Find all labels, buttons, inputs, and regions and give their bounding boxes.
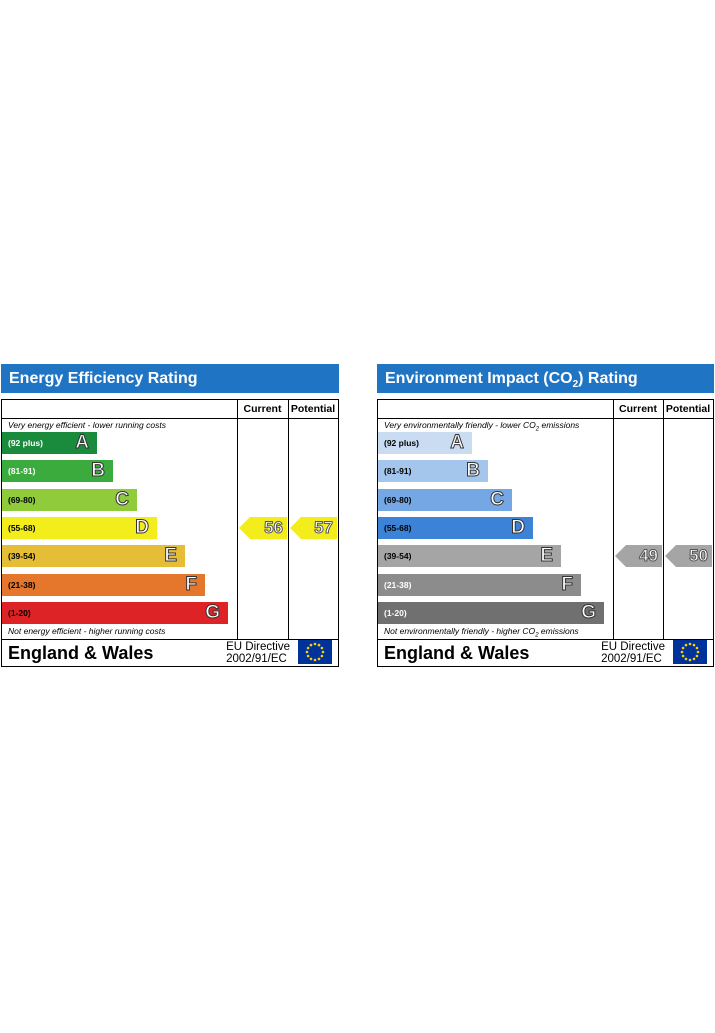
- note-bottom: Not environmentally friendly - higher CO…: [384, 626, 579, 639]
- rating-arrow-shape: [290, 517, 337, 539]
- column-header-current: Current: [243, 403, 282, 415]
- environment-impact-chart: Environment Impact (CO2) Rating Current Po…: [377, 364, 714, 667]
- band-letter: F: [561, 574, 574, 596]
- eu-flag-icon: [673, 640, 707, 664]
- band-c: (69-80) C: [378, 489, 512, 511]
- band-letter: D: [511, 517, 526, 539]
- band-b: (81-91) B: [2, 460, 113, 482]
- column-divider: [663, 400, 664, 640]
- band-c: (69-80) C: [2, 489, 137, 511]
- rating-arrow-shape: [615, 545, 662, 567]
- column-divider: [288, 400, 289, 640]
- header-divider: [2, 418, 338, 419]
- band-letter: B: [91, 460, 106, 482]
- rating-value-potential: 50: [689, 546, 709, 566]
- footer-region: England & Wales: [8, 643, 154, 663]
- column-header-potential: Potential: [290, 403, 336, 415]
- band-range-label: (39-54): [384, 551, 412, 561]
- column-header-current: Current: [619, 403, 657, 415]
- eu-flag-icon: [298, 640, 332, 664]
- footer-divider: [378, 639, 713, 640]
- band-e: (39-54) E: [2, 545, 185, 567]
- band-d: (55-68) D: [378, 517, 533, 539]
- rating-arrow-current: 56: [239, 517, 287, 539]
- band-letter: G: [205, 602, 221, 624]
- rating-arrow-current: 49: [615, 545, 662, 567]
- band-letter: C: [490, 489, 505, 511]
- band-g: (1-20) G: [378, 602, 604, 624]
- band-letter: E: [164, 545, 178, 567]
- band-range-label: (69-80): [384, 495, 412, 505]
- band-range-label: (92 plus): [384, 438, 419, 448]
- band-f: (21-38) F: [378, 574, 581, 596]
- band-letter: A: [75, 432, 90, 454]
- chart-title-text: Environment Impact (CO: [385, 370, 573, 387]
- header-divider: [378, 418, 713, 419]
- chart-title-subscript: 2: [572, 379, 579, 391]
- rating-frame: Current Potential Very environmentally fri…: [377, 399, 714, 667]
- footer-directive: EU Directive 2002/91/EC: [226, 641, 290, 665]
- band-range-label: (92 plus): [8, 438, 43, 448]
- rating-value-potential: 57: [314, 518, 334, 538]
- band-a: (92 plus) A: [2, 432, 97, 454]
- band-letter: C: [115, 489, 130, 511]
- band-letter: D: [135, 517, 150, 539]
- band-letter: A: [450, 432, 465, 454]
- rating-value-current: 49: [639, 546, 659, 566]
- chart-title: Environment Impact (CO2) Rating: [377, 364, 714, 393]
- chart-title-text: Energy Efficiency Rating: [9, 370, 198, 387]
- column-header-potential: Potential: [665, 403, 711, 415]
- band-range-label: (55-68): [384, 523, 412, 533]
- band-letter: G: [581, 602, 597, 624]
- band-range-label: (55-68): [8, 523, 36, 533]
- note-top: Very environmentally friendly - lower CO…: [384, 420, 580, 433]
- band-range-label: (69-80): [8, 495, 36, 505]
- column-divider: [237, 400, 238, 640]
- band-f: (21-38) F: [2, 574, 205, 596]
- rating-arrow-shape: [239, 517, 287, 539]
- band-e: (39-54) E: [378, 545, 561, 567]
- band-range-label: (1-20): [384, 608, 407, 618]
- band-range-label: (21-38): [384, 580, 412, 590]
- rating-arrow-potential: 57: [290, 517, 337, 539]
- band-g: (1-20) G: [2, 602, 228, 624]
- rating-frame: Current Potential Very energy efficient - …: [1, 399, 339, 667]
- chart-title: Energy Efficiency Rating: [1, 364, 339, 393]
- band-range-label: (81-91): [8, 466, 36, 476]
- column-divider: [613, 400, 614, 640]
- footer-divider: [2, 639, 338, 640]
- chart-title-tail: ) Rating: [578, 370, 638, 387]
- rating-arrow-potential: 50: [665, 545, 712, 567]
- band-d: (55-68) D: [2, 517, 157, 539]
- rating-arrow-shape: [665, 545, 712, 567]
- note-bottom: Not energy efficient - higher running co…: [8, 626, 166, 636]
- rating-value-current: 56: [264, 518, 284, 538]
- note-top: Very energy efficient - lower running co…: [8, 420, 166, 430]
- band-a: (92 plus) A: [378, 432, 472, 454]
- footer-region: England & Wales: [384, 643, 530, 663]
- band-range-label: (1-20): [8, 608, 31, 618]
- band-range-label: (39-54): [8, 551, 36, 561]
- band-range-label: (81-91): [384, 466, 412, 476]
- footer-directive: EU Directive 2002/91/EC: [601, 641, 665, 665]
- band-b: (81-91) B: [378, 460, 488, 482]
- band-letter: E: [540, 545, 554, 567]
- band-range-label: (21-38): [8, 580, 36, 590]
- band-letter: B: [466, 460, 481, 482]
- energy-efficiency-chart: Energy Efficiency Rating Current Potential…: [1, 364, 339, 667]
- band-letter: F: [185, 574, 198, 596]
